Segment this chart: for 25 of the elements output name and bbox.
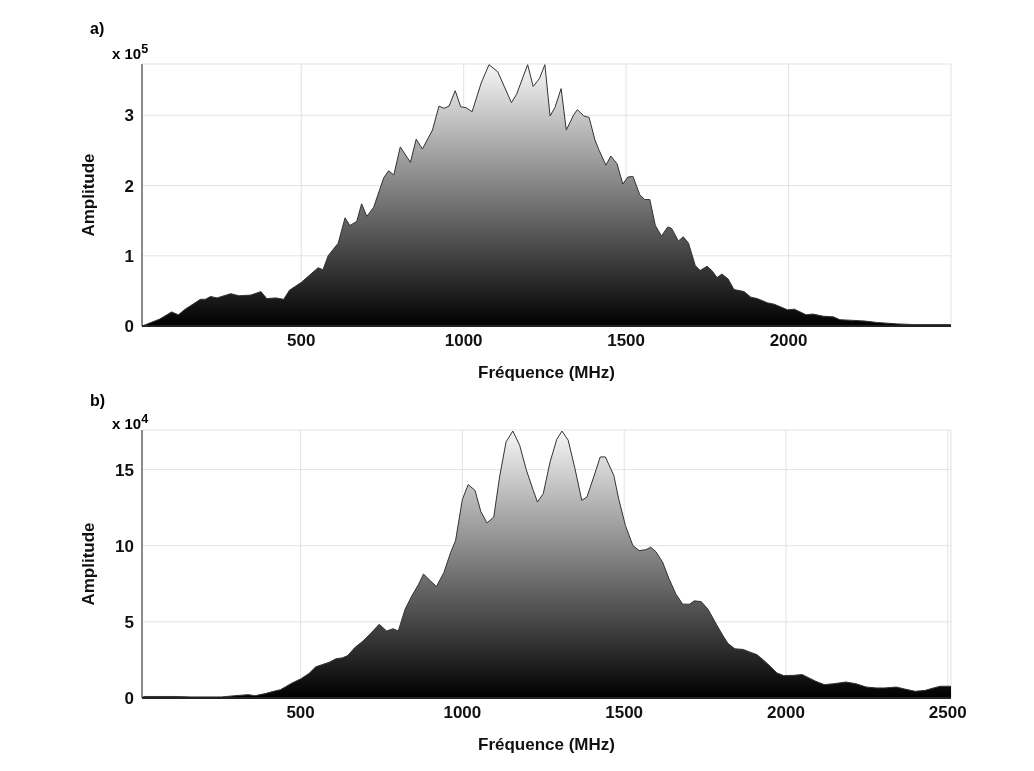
x-axis-title: Fréquence (MHz) xyxy=(478,735,615,754)
x-tick-label: 2000 xyxy=(767,703,805,723)
y-tick-label: 5 xyxy=(124,612,134,632)
chart-title: a) xyxy=(90,20,105,38)
annotation: x 10$^{4}$ xyxy=(112,412,149,432)
x-tick-label: 500 xyxy=(286,703,315,723)
y-axis-title: Amplitude xyxy=(79,522,99,606)
y-tick-label: 1 xyxy=(124,246,134,266)
x-tick-label: 2000 xyxy=(769,331,808,351)
x-tick-label: 1000 xyxy=(443,703,482,723)
y-axis-title: Amplitude xyxy=(79,153,99,237)
x-tick-label: 2500 xyxy=(928,703,967,723)
x-tick-label: 1000 xyxy=(444,331,483,351)
y-tick-label: 3 xyxy=(124,106,134,126)
y-tick-label: 2 xyxy=(124,176,134,196)
x-tick-label: 1500 xyxy=(607,331,646,351)
x-axis-title: Fréquence (MHz) xyxy=(478,363,615,382)
x-tick-label: 500 xyxy=(287,331,316,351)
y-tick-label: 10 xyxy=(115,536,134,556)
text: x 10$^{5}$ xyxy=(112,42,149,62)
x-tick-label: 1500 xyxy=(605,703,644,723)
y-tick-label: 15 xyxy=(115,460,134,480)
chart-title: b) xyxy=(90,392,106,410)
y-tick-label: 0 xyxy=(124,689,134,709)
y-tick-label: 0 xyxy=(124,317,134,337)
